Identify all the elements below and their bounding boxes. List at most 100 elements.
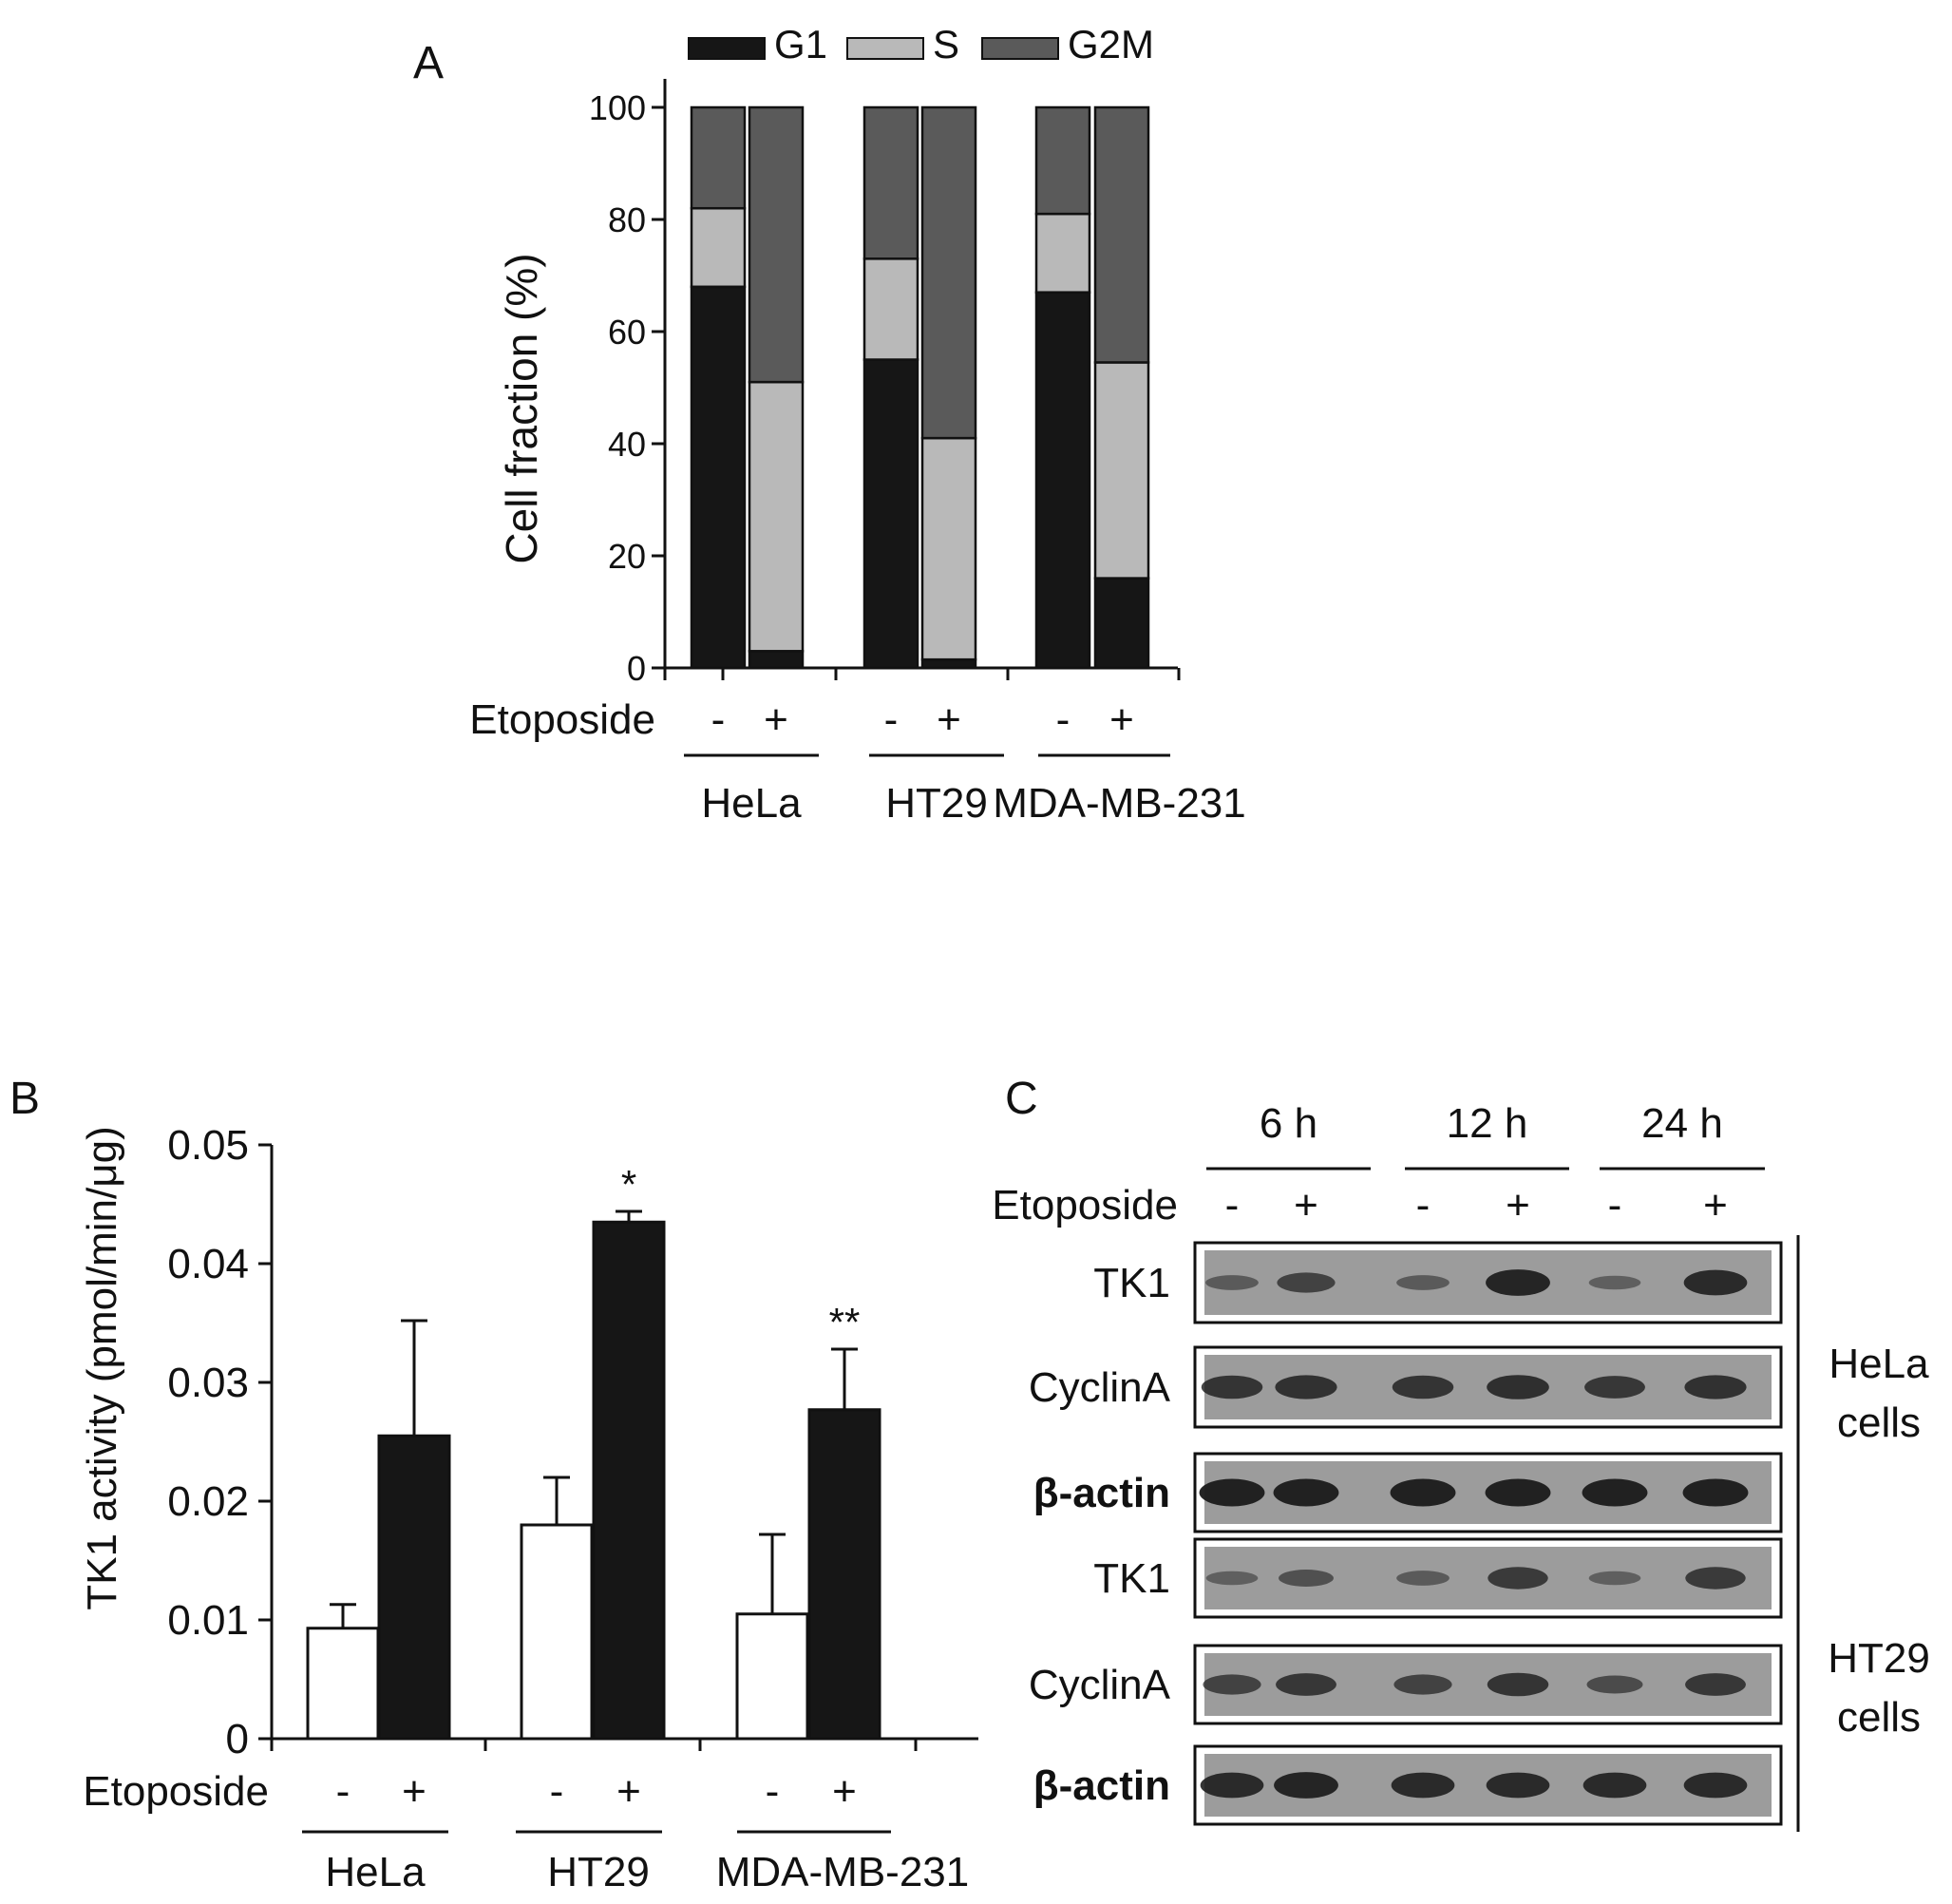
panel-c: C 6 h 12 h 24 h Etoposide - + - + - + TK1 Cyclin… (992, 1074, 1930, 1832)
panel-a-bar-g2m (1034, 105, 1091, 216)
panel-a-bar-s (920, 436, 977, 661)
panel-a-legend-label: G2M (1068, 22, 1154, 67)
panel-b-y-tick-label: 0.03 (167, 1360, 249, 1406)
panel-c-band (1487, 1672, 1549, 1697)
panel-c-blots: TK1 CyclinA β-actin HeLa cells TK1 CyclinA β-ac… (1029, 1235, 1930, 1832)
panel-c-band (1485, 1478, 1551, 1507)
panel-a-group-label: HT29 (885, 780, 988, 827)
panel-c-band (1276, 1673, 1336, 1696)
panel-b-treatment-signs: - + - + - + (336, 1768, 857, 1815)
panel-c-row-label: CyclinA (1029, 1364, 1171, 1411)
panel-a-x-axis (663, 666, 1181, 680)
panel-c-band (1200, 1772, 1264, 1799)
panel-a-treatment-sign: + (764, 696, 788, 743)
panel-c-timepoints: 6 h 12 h 24 h (1206, 1100, 1765, 1171)
panel-a-y-tick-label: 0 (627, 649, 646, 688)
panel-b-bar-etoposide (807, 1408, 881, 1741)
panel-c-band (1685, 1567, 1746, 1590)
panel-c-band (1274, 1772, 1338, 1799)
panel-c-cells-label: HeLa (1829, 1341, 1929, 1387)
panel-b-group-label: MDA-MB-231 (716, 1849, 970, 1895)
panel-c-band (1279, 1570, 1334, 1587)
panel-a-bar-s (1034, 212, 1091, 294)
panel-a-bar-g2m (690, 105, 747, 210)
panel-b-treatment-sign: + (832, 1768, 857, 1815)
panel-c-band (1487, 1375, 1549, 1399)
panel-c-label: C (1005, 1074, 1038, 1124)
panel-a-legend-swatch-s (846, 37, 924, 60)
panel-a-ylabel: Cell fraction (%) (497, 253, 546, 563)
panel-c-band (1486, 1269, 1550, 1296)
panel-a-group-labels: HeLa HT29 MDA-MB-231 (684, 753, 1246, 827)
panel-a-treatment-sign: - (884, 696, 899, 743)
panel-c-band (1396, 1571, 1450, 1586)
panel-c-lane-sign: - (1225, 1182, 1240, 1228)
panel-c-band (1685, 1673, 1746, 1696)
panel-c-band (1390, 1478, 1456, 1507)
panel-a-bar-s (690, 206, 747, 289)
panel-a-label: A (413, 38, 444, 88)
panel-c-row-label: CyclinA (1029, 1662, 1171, 1708)
panel-c-lane-sign: - (1416, 1182, 1431, 1228)
panel-c-cells-label: HT29 (1828, 1635, 1930, 1682)
panel-a-treatment-label: Etoposide (469, 696, 655, 743)
panel-b-group-label: HeLa (325, 1849, 426, 1895)
panel-a-bar-g2m (920, 105, 977, 440)
panel-c-lane-signs: - + - + - + (1225, 1182, 1728, 1228)
panel-c-band (1201, 1375, 1263, 1399)
panel-c-band (1682, 1478, 1749, 1507)
panel-b-bars: *** (306, 1162, 881, 1741)
panel-a-treatment-signs: - + - + - + (711, 696, 1134, 743)
panel-b-bar-control (735, 1612, 809, 1741)
panel-c-band (1396, 1275, 1450, 1290)
panel-a-bar-g2m (862, 105, 919, 260)
panel-a-legend-swatch-g2m (981, 37, 1059, 60)
panel-b-group-labels: HeLa HT29 MDA-MB-231 (302, 1830, 970, 1895)
panel-c-band (1393, 1674, 1452, 1695)
panel-c-band (1683, 1772, 1748, 1799)
panel-c-lane-sign: + (1294, 1182, 1318, 1228)
panel-c-band (1683, 1269, 1748, 1296)
panel-b-treatment-sign: - (766, 1768, 780, 1815)
panel-a-treatment-sign: - (1056, 696, 1071, 743)
panel-b-group-label: HT29 (547, 1849, 650, 1895)
panel-c-band (1391, 1772, 1455, 1799)
panel-a-bar-s (862, 257, 919, 361)
panel-a-legend-swatch-g1 (688, 37, 766, 60)
panel-b-y-axis: 0 0.01 0.02 0.03 0.04 0.05 (167, 1122, 274, 1762)
panel-a-bar-g1 (1034, 291, 1091, 670)
panel-a-bar-g2m (1093, 105, 1150, 364)
panel-b-treatment-sign: + (402, 1768, 426, 1815)
panel-a-group-label: HeLa (701, 780, 802, 827)
panel-a-y-axis: 0 20 40 60 80 100 (589, 79, 667, 688)
panel-b-y-tick-label: 0.04 (167, 1241, 249, 1287)
panel-a-bar-g2m (748, 105, 805, 384)
panel-a-bar-g1 (748, 650, 805, 670)
panel-a-y-tick-label: 20 (608, 537, 646, 576)
panel-b-bar-control (306, 1627, 380, 1741)
panel-b-treatment-sign: - (336, 1768, 351, 1815)
panel-c-band (1582, 1478, 1648, 1507)
panel-b-significance: * (621, 1162, 636, 1207)
panel-c-timepoint-label: 12 h (1447, 1100, 1528, 1147)
panel-b-significance: ** (829, 1300, 861, 1344)
panel-b: B TK1 activity (pmol/min/μg) 0 0.01 0.02 0.… (9, 1074, 978, 1895)
panel-c-band (1584, 1376, 1645, 1399)
panel-c-band (1588, 1571, 1641, 1586)
panel-a-treatment-sign: + (937, 696, 961, 743)
panel-a-y-tick-label: 80 (608, 200, 646, 239)
panel-c-band (1275, 1375, 1337, 1399)
panel-b-treatment-sign: - (550, 1768, 564, 1815)
panel-c-band (1277, 1272, 1336, 1293)
panel-a-treatment-sign: + (1109, 696, 1134, 743)
panel-c-band (1588, 1275, 1641, 1290)
panel-a-bars (690, 105, 1150, 670)
panel-c-row-label: TK1 (1093, 1555, 1170, 1602)
panel-c-cells-label: cells (1837, 1694, 1921, 1741)
panel-a-y-tick-label: 60 (608, 313, 646, 352)
panel-c-band (1684, 1375, 1747, 1399)
panel-b-treatment-label: Etoposide (83, 1768, 269, 1815)
panel-c-lane-sign: + (1506, 1182, 1530, 1228)
panel-c-lane-sign: - (1608, 1182, 1622, 1228)
